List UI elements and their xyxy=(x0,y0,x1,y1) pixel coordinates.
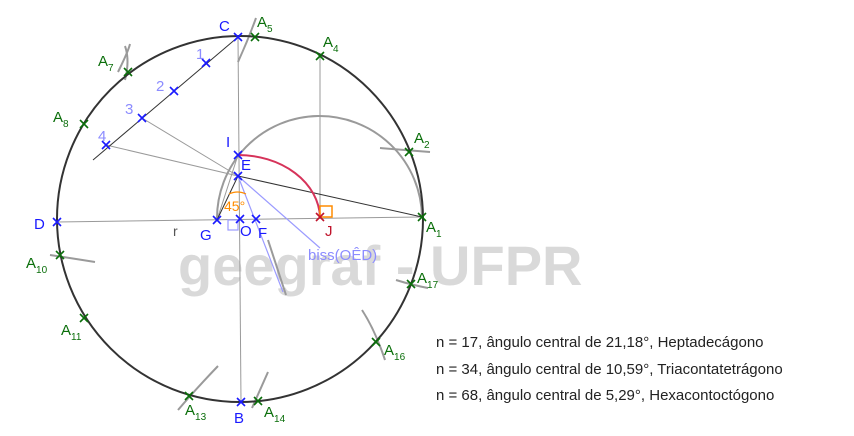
label-bisector: biss(OÊD) xyxy=(308,247,377,264)
blue-points xyxy=(52,32,261,407)
label-a2: A2 xyxy=(414,130,430,151)
line-3-e xyxy=(141,117,239,177)
dark-lines xyxy=(92,36,423,221)
mark-a7 xyxy=(117,43,131,73)
label-a13: A13 xyxy=(185,402,207,423)
label-n4: 4 xyxy=(98,128,106,145)
point-a4 xyxy=(315,51,325,61)
label-f: F xyxy=(258,225,267,242)
bisector xyxy=(237,175,321,293)
line-g-i xyxy=(216,154,239,221)
label-a5: A5 xyxy=(257,14,273,35)
right-angle-j xyxy=(319,205,333,218)
red-arc-i-j xyxy=(237,154,321,218)
point-a13 xyxy=(184,391,194,401)
line-e-g xyxy=(216,175,239,221)
point-b xyxy=(236,397,246,407)
label-a7: A7 xyxy=(98,53,114,74)
label-i: I xyxy=(226,134,230,151)
label-b: B xyxy=(234,410,244,427)
label-a8: A8 xyxy=(53,109,69,130)
label-n1: 1 xyxy=(196,46,204,63)
point-a17 xyxy=(406,279,416,289)
compass-marks xyxy=(49,17,431,411)
label-a10: A10 xyxy=(26,255,48,276)
label-j: J xyxy=(325,223,333,240)
angle-arc-45 xyxy=(228,191,247,195)
green-points xyxy=(55,32,427,406)
point-a5 xyxy=(250,32,260,42)
info-line-34: n = 34, ângulo central de 10,59°, Triaco… xyxy=(436,361,783,378)
point-2 xyxy=(169,86,179,96)
label-r: r xyxy=(173,223,178,239)
point-f xyxy=(251,214,261,224)
line-e-a1 xyxy=(237,175,423,218)
label-a1: A1 xyxy=(426,219,442,240)
label-a17: A17 xyxy=(417,270,439,291)
label-n3: 3 xyxy=(125,101,133,118)
semicircle-arc xyxy=(215,115,423,221)
point-3 xyxy=(137,113,147,123)
right-angle-o xyxy=(227,219,239,231)
point-a2 xyxy=(404,147,414,157)
label-n2: 2 xyxy=(156,78,164,95)
label-a16: A16 xyxy=(384,342,406,363)
label-g: G xyxy=(200,227,212,244)
mark-b-lower xyxy=(267,239,287,296)
mark-a10 xyxy=(49,254,96,263)
point-a1 xyxy=(417,212,427,222)
mark-a13 xyxy=(177,365,219,411)
label-a14: A14 xyxy=(264,404,286,425)
point-g xyxy=(212,215,222,225)
point-o xyxy=(235,214,245,224)
point-4 xyxy=(101,140,111,150)
line-i-d xyxy=(105,144,239,177)
label-a11: A11 xyxy=(61,322,82,343)
point-a8 xyxy=(79,119,89,129)
label-e: E xyxy=(241,157,251,174)
point-a7 xyxy=(123,67,133,77)
point-i xyxy=(233,150,243,160)
mark-a2 xyxy=(379,147,431,153)
point-j xyxy=(315,212,325,222)
line-c-division xyxy=(92,36,239,161)
bisector-line-a xyxy=(237,175,321,249)
mark-a14 xyxy=(251,371,269,409)
point-a11 xyxy=(79,313,89,323)
info-line-68: n = 68, ângulo central de 5,29°, Hexacon… xyxy=(436,387,774,404)
label-d: D xyxy=(34,216,45,233)
label-c: C xyxy=(219,18,230,35)
label-angle: 45° xyxy=(224,198,245,214)
label-a4: A4 xyxy=(323,34,339,55)
point-a14 xyxy=(253,396,263,406)
bisector-line-b xyxy=(237,175,284,293)
label-o: O xyxy=(240,223,252,240)
point-a10 xyxy=(55,250,65,260)
point-a16 xyxy=(371,337,381,347)
info-line-17: n = 17, ângulo central de 21,18°, Heptad… xyxy=(436,334,764,351)
point-c xyxy=(233,32,243,42)
point-1 xyxy=(201,58,211,68)
watermark: geegraf - UFPR xyxy=(178,234,583,297)
mark-a5 xyxy=(237,17,257,63)
point-d xyxy=(52,217,62,227)
point-e xyxy=(233,171,243,181)
mark-a16 xyxy=(361,309,386,361)
